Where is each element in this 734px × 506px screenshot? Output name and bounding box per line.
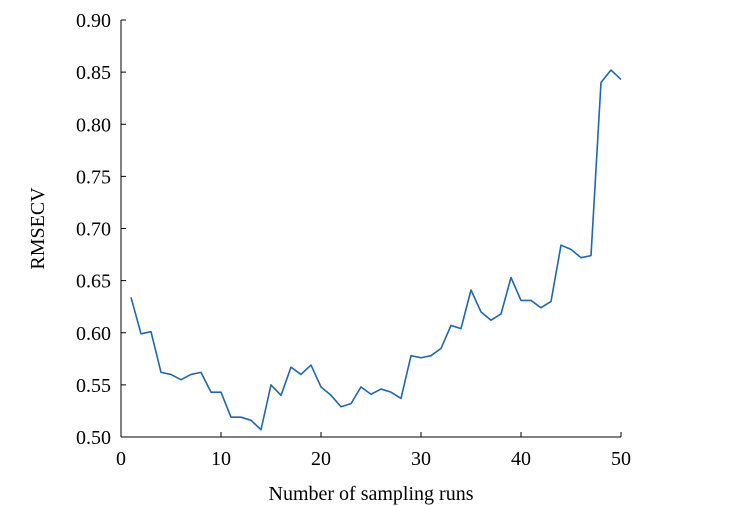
y-tick-label: 0.50 xyxy=(76,427,111,449)
x-axis-title: Number of sampling runs xyxy=(269,483,474,505)
y-axis-ticks: 0.50 0.55 0.60 0.65 0.70 0.75 0.80 0.85 0.90 xyxy=(76,10,126,449)
x-tick-label: 40 xyxy=(511,448,531,470)
y-tick-label: 0.75 xyxy=(76,166,111,188)
y-tick-label: 0.80 xyxy=(76,114,111,136)
y-tick-label: 0.55 xyxy=(76,375,111,397)
y-tick-label: 0.60 xyxy=(76,323,111,345)
x-tick-label: 50 xyxy=(611,448,631,470)
y-tick-label: 0.90 xyxy=(76,10,111,32)
y-tick-label: 0.65 xyxy=(76,271,111,293)
x-axis-ticks: 0 10 20 30 40 50 xyxy=(116,432,631,470)
x-tick-label: 0 xyxy=(116,448,126,470)
x-tick-label: 20 xyxy=(311,448,331,470)
y-tick-label: 0.70 xyxy=(76,219,111,241)
x-tick-label: 10 xyxy=(211,448,231,470)
y-axis-title: RMSECV xyxy=(27,187,49,270)
y-tick-label: 0.85 xyxy=(76,62,111,84)
x-tick-label: 30 xyxy=(411,448,431,470)
series-line xyxy=(130,69,622,431)
series-group xyxy=(130,69,622,431)
